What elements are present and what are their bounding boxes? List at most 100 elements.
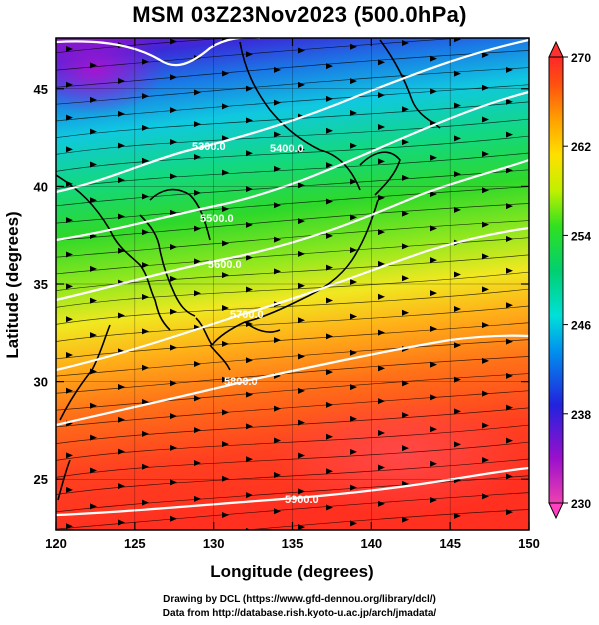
wind-arrow: [246, 456, 253, 463]
wind-arrow: [350, 349, 357, 356]
wind-arrow: [142, 262, 149, 269]
wind-arrow: [90, 161, 97, 168]
wind-arrow: [118, 448, 125, 455]
wind-arrow: [378, 500, 385, 507]
wind-arrow: [142, 328, 149, 335]
wind-arrow: [430, 257, 437, 264]
wind-arrow: [454, 342, 461, 349]
wind-arrow: [142, 229, 149, 236]
wind-arrow: [350, 313, 357, 320]
streamline: [56, 101, 529, 139]
wind-arrow: [378, 123, 385, 130]
wind-arrow: [454, 70, 461, 77]
wind-arrow: [482, 253, 489, 260]
wind-arrow: [274, 471, 281, 478]
wind-arrow: [274, 66, 281, 73]
wind-arrow: [482, 422, 489, 429]
wind-arrow: [274, 31, 281, 37]
wind-arrow: [246, 423, 253, 430]
map-title: MSM 03Z23Nov2023 (500.0hPa): [132, 2, 467, 27]
wind-arrow: [170, 515, 177, 522]
wind-arrow: [274, 437, 281, 444]
wind-arrow: [246, 320, 253, 327]
wind-arrow: [194, 121, 201, 128]
wind-arrow: [402, 174, 409, 181]
wind-arrow: [170, 344, 177, 351]
wind-arrow: [142, 399, 149, 406]
wind-arrow: [378, 464, 385, 471]
wind-arrow: [298, 81, 305, 88]
wind-arrow: [298, 387, 305, 394]
wind-arrow: [246, 221, 253, 228]
wind-arrow: [90, 197, 97, 204]
wind-arrow: [90, 503, 97, 510]
wind-arrow: [350, 142, 357, 149]
colorbar-tick-label: 230: [571, 497, 591, 511]
streamline: [56, 135, 529, 172]
wind-arrow: [482, 84, 489, 91]
wind-arrow: [142, 499, 149, 506]
wind-arrow: [170, 74, 177, 81]
wind-arrow: [378, 365, 385, 372]
x-tick-label: 125: [124, 536, 146, 551]
streamline: [56, 458, 529, 495]
wind-arrow: [66, 217, 73, 224]
wind-arrow: [170, 308, 177, 315]
wind-arrow: [222, 409, 229, 416]
colorbar: 270 262 254 246 238 230: [548, 40, 591, 520]
wind-arrow: [402, 210, 409, 217]
wind-arrow: [90, 265, 97, 272]
wind-arrow: [222, 475, 229, 482]
wind-arrow: [454, 135, 461, 142]
wind-arrow: [118, 519, 125, 526]
wind-arrow: [430, 290, 437, 297]
wind-arrow: [482, 116, 489, 123]
wind-arrow: [350, 520, 357, 527]
wind-arrow: [66, 114, 73, 121]
wind-arrow: [454, 441, 461, 448]
streamline: [56, 50, 529, 88]
wind-arrow: [454, 102, 461, 109]
wind-arrow: [194, 495, 201, 502]
colorbar-max-arrow: [548, 40, 564, 58]
wind-arrow: [298, 218, 305, 225]
wind-arrow: [118, 384, 125, 391]
wind-arrow: [506, 131, 513, 138]
wind-arrow: [170, 173, 177, 180]
wind-arrow: [326, 198, 333, 205]
wind-arrow: [142, 124, 149, 131]
wind-arrow: [222, 272, 229, 279]
wind-arrow: [170, 444, 177, 451]
wind-arrow: [274, 165, 281, 172]
wind-arrow: [66, 283, 73, 290]
wind-arrow: [326, 468, 333, 475]
wind-arrow: [170, 209, 177, 216]
wind-arrow: [246, 186, 253, 193]
wind-arrow: [482, 457, 489, 464]
wind-arrow: [170, 138, 177, 145]
x-tick-label: 130: [203, 536, 225, 551]
wind-arrow: [118, 213, 125, 220]
x-tick-label: 135: [282, 536, 304, 551]
wind-arrow: [482, 16, 489, 22]
x-tick-label: 140: [360, 536, 382, 551]
wind-arrow: [326, 369, 333, 376]
wind-arrow: [506, 203, 513, 210]
wind-arrow: [66, 45, 73, 52]
wind-arrow: [326, 333, 333, 340]
wind-arrow: [194, 89, 201, 96]
wind-arrow: [274, 236, 281, 243]
wind-arrow: [482, 221, 489, 228]
streamline: [56, 67, 529, 105]
wind-arrow: [90, 402, 97, 409]
wind-arrow: [430, 460, 437, 467]
wind-arrow: [378, 329, 385, 336]
wind-arrow: [222, 376, 229, 383]
wind-arrow: [298, 353, 305, 360]
wind-arrow: [298, 452, 305, 459]
wind-arrow: [482, 357, 489, 364]
wind-arrow: [402, 243, 409, 250]
wind-arrow: [326, 264, 333, 271]
contour-label: 5800.0: [224, 376, 258, 388]
wind-arrow: [326, 401, 333, 408]
